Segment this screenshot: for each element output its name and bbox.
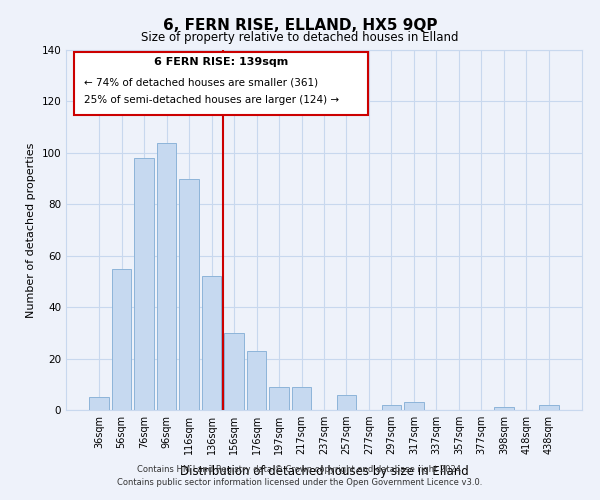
Bar bbox=[337, 394, 356, 410]
Bar bbox=[134, 158, 154, 410]
FancyBboxPatch shape bbox=[74, 52, 368, 115]
X-axis label: Distribution of detached houses by size in Elland: Distribution of detached houses by size … bbox=[179, 466, 469, 478]
Bar bbox=[292, 387, 311, 410]
Text: 25% of semi-detached houses are larger (124) →: 25% of semi-detached houses are larger (… bbox=[84, 95, 339, 105]
Bar bbox=[382, 405, 401, 410]
Text: Contains HM Land Registry data © Crown copyright and database right 2024.: Contains HM Land Registry data © Crown c… bbox=[137, 466, 463, 474]
Bar bbox=[179, 178, 199, 410]
Bar bbox=[202, 276, 221, 410]
Bar bbox=[494, 408, 514, 410]
Text: 6, FERN RISE, ELLAND, HX5 9QP: 6, FERN RISE, ELLAND, HX5 9QP bbox=[163, 18, 437, 32]
Bar bbox=[404, 402, 424, 410]
Text: 6 FERN RISE: 139sqm: 6 FERN RISE: 139sqm bbox=[154, 57, 288, 67]
Text: ← 74% of detached houses are smaller (361): ← 74% of detached houses are smaller (36… bbox=[84, 77, 318, 87]
Text: Size of property relative to detached houses in Elland: Size of property relative to detached ho… bbox=[141, 31, 459, 44]
Bar bbox=[224, 333, 244, 410]
Bar bbox=[89, 397, 109, 410]
Bar bbox=[539, 405, 559, 410]
Text: Contains public sector information licensed under the Open Government Licence v3: Contains public sector information licen… bbox=[118, 478, 482, 487]
Bar bbox=[112, 268, 131, 410]
Y-axis label: Number of detached properties: Number of detached properties bbox=[26, 142, 36, 318]
Bar bbox=[157, 142, 176, 410]
Bar bbox=[247, 351, 266, 410]
Bar bbox=[269, 387, 289, 410]
